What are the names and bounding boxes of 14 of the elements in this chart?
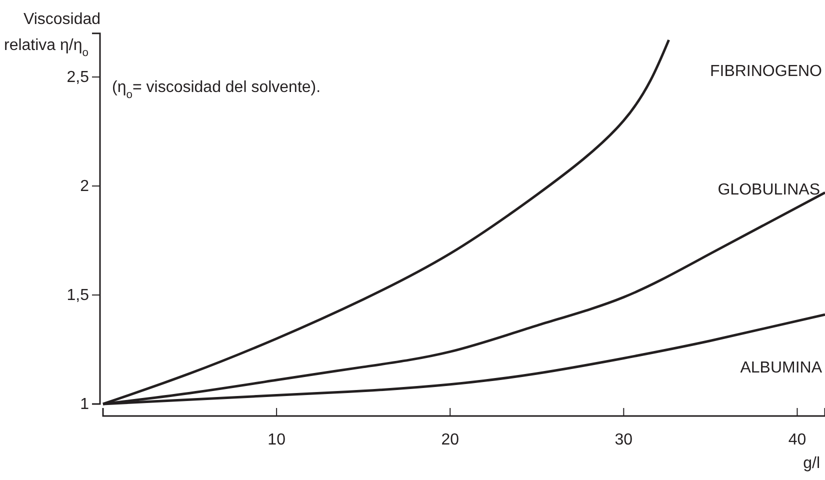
x-tick-label: 20: [441, 432, 460, 449]
text: FIBRINOGENO: [710, 63, 822, 80]
y-tick-label: 1: [80, 396, 90, 414]
y-tick-label: 2,5: [66, 69, 90, 86]
series-label: ALBUMINA: [740, 360, 822, 377]
y-tick-label: 1,5: [66, 287, 90, 304]
x-axis-title: g/l: [803, 455, 820, 472]
x-tick-label: 10: [268, 432, 286, 449]
x-tick-label: 30: [614, 432, 633, 449]
y-tick-label: 2: [80, 178, 90, 196]
annotation: (η$_{o}$= viscosidad del solvente).: [112, 79, 321, 101]
y-axis-title: Viscosidad relativa η/η$_{o}$: [4, 11, 101, 59]
x-tick-label: 40: [788, 432, 806, 449]
series-label: GLOBULINAS: [718, 182, 820, 199]
